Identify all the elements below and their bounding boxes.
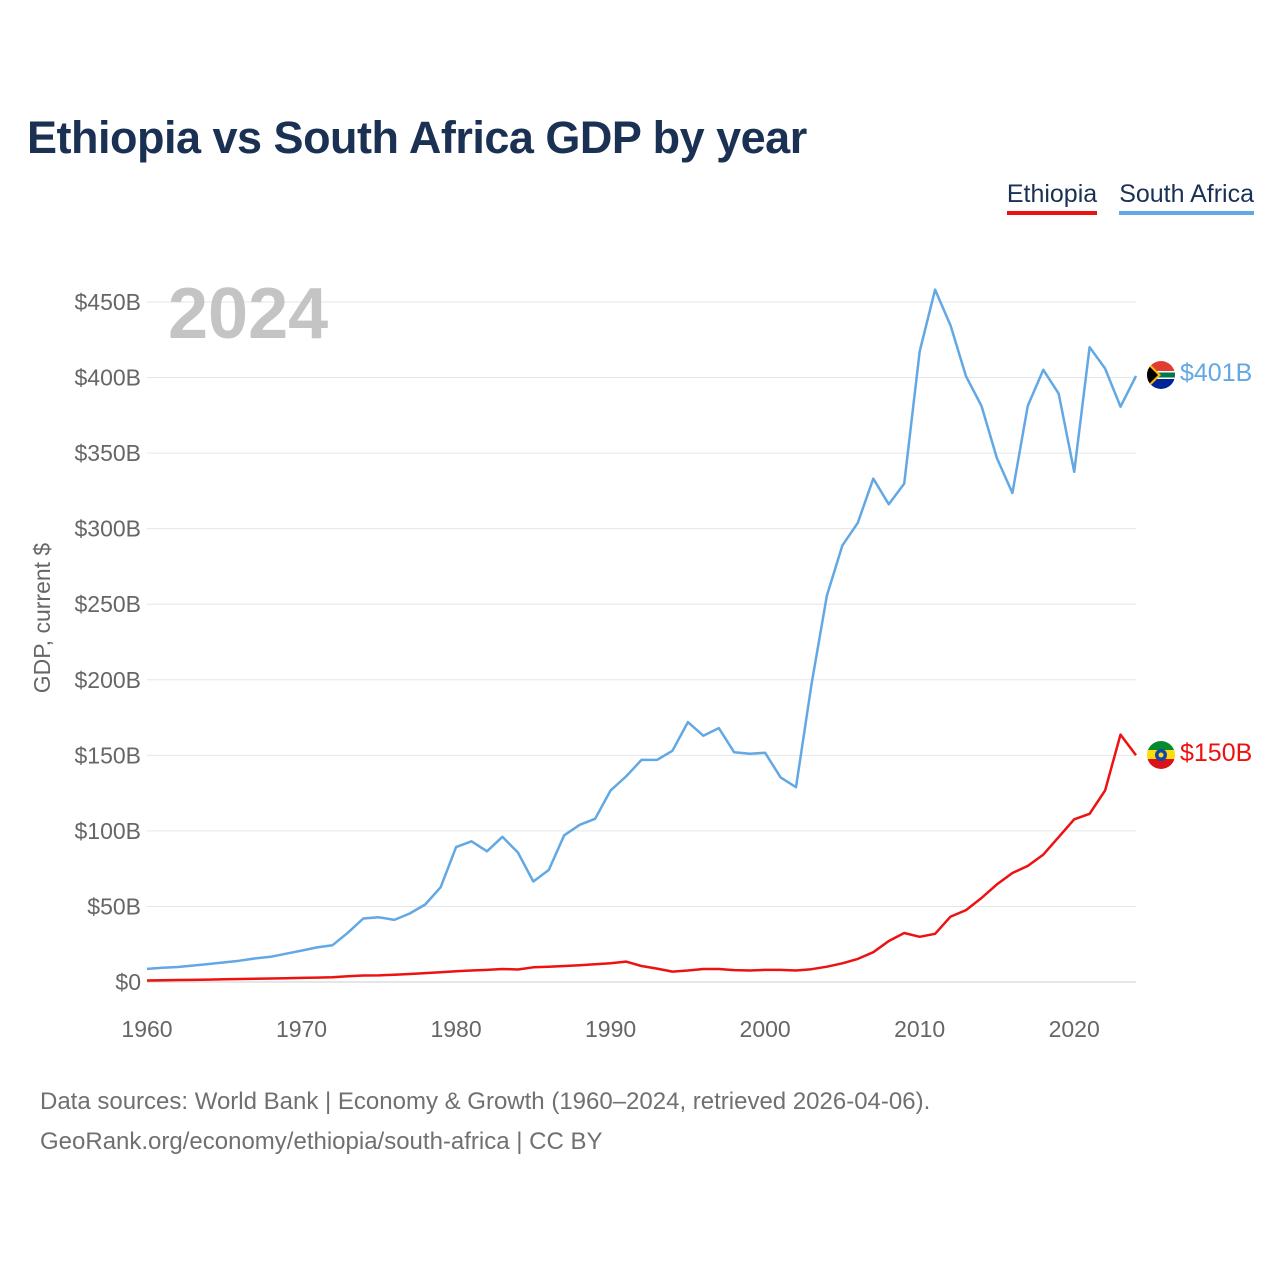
legend-item-ethiopia[interactable]: Ethiopia <box>1006 180 1098 215</box>
series-line-south-africa <box>146 288 1138 971</box>
x-tick-label: 1980 <box>430 1016 481 1042</box>
south-africa-end-label: $401B <box>1180 359 1252 387</box>
y-tick-label: $150B <box>74 742 141 768</box>
y-axis-title: GDP, current $ <box>29 543 55 694</box>
footer: Data sources: World Bank | Economy & Gro… <box>40 1082 930 1162</box>
y-tick-label: $400B <box>74 365 141 391</box>
y-tick-label: $450B <box>74 289 141 315</box>
ethiopia-flag-icon <box>1147 741 1175 769</box>
y-tick-label: $350B <box>74 440 141 466</box>
x-tick-label: 1990 <box>585 1016 636 1042</box>
y-tick-label: $0 <box>115 969 141 995</box>
y-tick-label: $100B <box>74 818 141 844</box>
x-tick-label: 2010 <box>894 1016 945 1042</box>
series-line-ethiopia <box>146 733 1138 982</box>
y-tick-label: $200B <box>74 667 141 693</box>
series-lines <box>146 288 1138 982</box>
y-tick-label: $250B <box>74 591 141 617</box>
x-tick-label: 2000 <box>740 1016 791 1042</box>
x-tick-label: 1970 <box>276 1016 327 1042</box>
footer-link[interactable]: GeoRank.org/economy/ethiopia/south-afric… <box>40 1128 603 1155</box>
grid <box>147 301 1136 983</box>
y-tick-label: $50B <box>87 893 141 919</box>
ethiopia-end-label: $150B <box>1180 739 1252 767</box>
footer-sources: Data sources: World Bank | Economy & Gro… <box>40 1088 931 1115</box>
current-year-watermark: 2024 <box>168 274 328 354</box>
x-tick-label: 2020 <box>1049 1016 1100 1042</box>
y-tick-label: $300B <box>74 516 141 542</box>
y-axis: $0 $50B $100B $150B $200B $250B $300B $350B $400… <box>74 289 141 995</box>
legend-item-south-africa[interactable]: South Africa <box>1119 180 1254 215</box>
legend: Ethiopia South Africa <box>1006 180 1254 215</box>
chart-title: Ethiopia vs South Africa GDP by year <box>27 112 807 163</box>
south-africa-flag-icon <box>1147 361 1175 389</box>
x-axis: 1960 1970 1980 1990 2000 2010 2020 <box>121 1016 1099 1042</box>
x-tick-label: 1960 <box>121 1016 172 1042</box>
